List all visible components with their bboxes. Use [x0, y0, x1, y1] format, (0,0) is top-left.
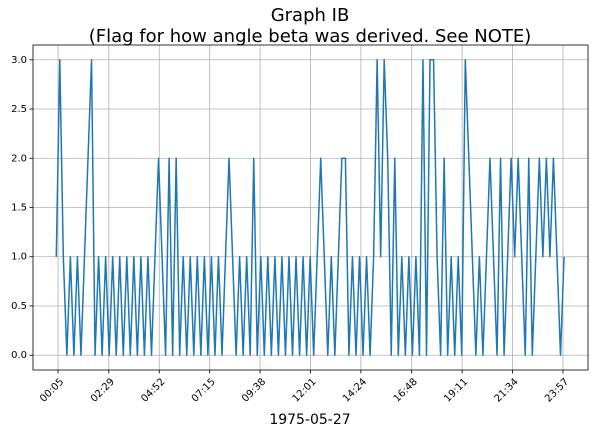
chart-title: Graph IB	[271, 5, 350, 26]
x-axis-label: 1975-05-27	[269, 412, 350, 428]
y-tick-label: 1.5	[11, 203, 27, 214]
chart-subtitle: (Flag for how angle beta was derived. Se…	[89, 26, 532, 47]
y-tick-label: 2.5	[11, 104, 27, 115]
y-tick-label: 0.0	[11, 350, 27, 361]
y-tick-label: 2.0	[11, 153, 27, 164]
y-tick-label: 3.0	[11, 55, 27, 66]
plot-frame	[32, 44, 589, 371]
y-tick-label: 1.0	[11, 252, 27, 263]
data-line	[55, 59, 565, 356]
y-tick-label: 0.5	[11, 301, 27, 312]
